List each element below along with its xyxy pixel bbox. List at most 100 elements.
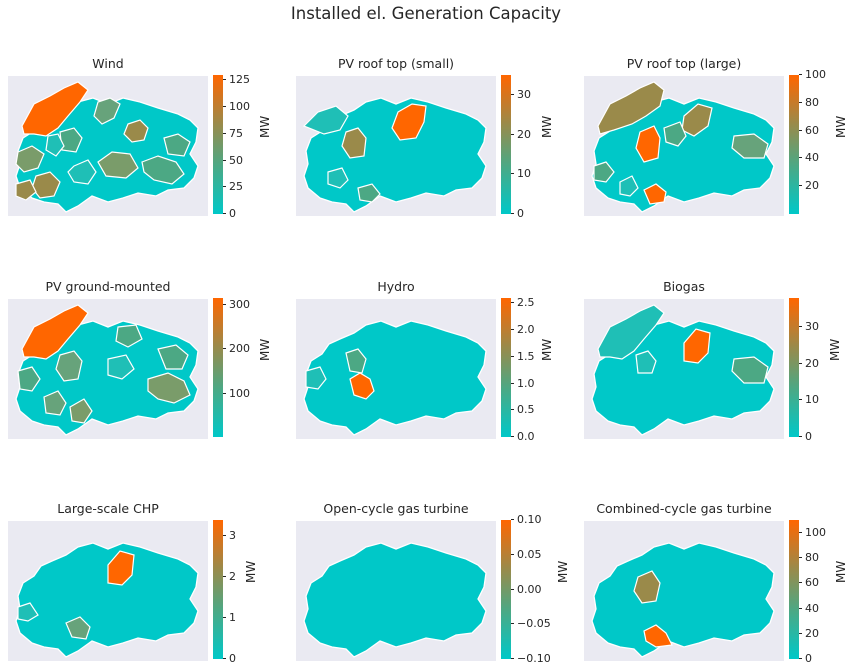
colorbar-unit-label: MW — [540, 338, 554, 361]
colorbar-unit-label: MW — [834, 560, 848, 583]
map-axes — [8, 299, 208, 439]
map-axes — [584, 521, 784, 661]
colorbar — [501, 520, 511, 659]
figure-title: Installed el. Generation Capacity — [290, 4, 562, 23]
colorbar-tick-label: 2 — [229, 570, 236, 584]
colorbar-ticks: 0 1 2 3 — [223, 520, 273, 665]
colorbar-ticks: 0.0 0.5 1.0 1.5 2.0 2.5 — [511, 296, 561, 443]
colorbar-tick-label: 10 — [805, 393, 819, 407]
panel-title: Combined-cycle gas turbine — [596, 501, 772, 516]
colorbar-tick-label: 0 — [229, 652, 236, 665]
colorbar-unit-label: MW — [258, 115, 272, 138]
panel-pv-roof-top-large: PV roof top (large) 20 40 60 80 100 MW — [576, 56, 852, 226]
colorbar-tick-label: 30 — [805, 320, 819, 334]
panel-pv-ground-mounted: PV ground-mounted 100 200 300 MW — [0, 279, 280, 449]
colorbar-tick-label: 30 — [517, 87, 531, 101]
colorbar — [213, 520, 223, 659]
panel-large-scale-chp: Large-scale CHP 0 1 2 3 MW — [0, 501, 280, 671]
colorbar-tick-label: 300 — [229, 297, 250, 311]
panel-title: Biogas — [663, 279, 705, 294]
colorbar-tick-label: 20 — [805, 626, 819, 640]
colorbar-tick-label: 20 — [805, 179, 819, 193]
colorbar-ticks: 0 10 20 30 — [799, 298, 849, 443]
colorbar-tick-label: 100 — [805, 525, 826, 539]
colorbar — [501, 298, 511, 437]
map-axes — [8, 76, 208, 216]
colorbar-tick-label: 0 — [805, 430, 812, 443]
colorbar — [789, 75, 799, 214]
colorbar-tick-label: 60 — [805, 576, 819, 590]
colorbar-tick-label: 0.5 — [517, 403, 535, 417]
colorbar-tick-label: 3 — [229, 529, 236, 543]
panel-combined-cycle-gas-turbine: Combined-cycle gas turbine 0 20 40 60 80… — [576, 501, 852, 671]
colorbar-tick-label: −0.10 — [517, 652, 551, 665]
colorbar-tick-label: 80 — [805, 95, 819, 109]
region-map — [591, 304, 775, 436]
colorbar-tick-label: 125 — [229, 73, 250, 87]
colorbar-tick-label: 75 — [229, 126, 243, 140]
colorbar-tick-label: 0.0 — [517, 430, 535, 443]
region-map — [303, 320, 487, 436]
colorbar-unit-label: MW — [258, 338, 272, 361]
panel-title: Hydro — [377, 279, 415, 294]
colorbar-unit-label: MW — [244, 560, 258, 583]
colorbar — [501, 75, 511, 214]
region-map — [303, 542, 487, 658]
colorbar-ticks: 100 200 300 — [223, 298, 273, 437]
colorbar-ticks: 0 20 40 60 80 100 — [799, 520, 849, 665]
map-axes — [296, 76, 496, 216]
panel-title: Large-scale CHP — [57, 501, 159, 516]
panel-title: Wind — [92, 56, 124, 71]
colorbar-ticks: 0 25 50 75 100 125 — [223, 73, 273, 220]
colorbar-unit-label: MW — [540, 115, 554, 138]
colorbar-tick-label: −0.05 — [517, 617, 551, 631]
region-map — [302, 97, 487, 213]
colorbar-ticks: 0 10 20 30 — [511, 75, 561, 220]
colorbar-unit-label: MW — [828, 338, 842, 361]
colorbar-tick-label: 40 — [805, 601, 819, 615]
colorbar-tick-label: 40 — [805, 151, 819, 165]
colorbar-tick-label: 50 — [229, 153, 243, 167]
region-map — [591, 542, 775, 658]
map-axes — [8, 521, 208, 661]
panel-title: Open-cycle gas turbine — [323, 501, 469, 516]
panel-wind: Wind 0 25 50 75 100 125 MW — [0, 56, 280, 226]
colorbar — [789, 520, 799, 659]
colorbar-tick-label: 0.00 — [517, 582, 542, 596]
colorbar-unit-label: MW — [834, 115, 848, 138]
colorbar-tick-label: 25 — [229, 180, 243, 194]
colorbar-tick-label: 20 — [805, 356, 819, 370]
map-axes — [584, 299, 784, 439]
colorbar-tick-label: 1.5 — [517, 349, 535, 363]
colorbar-tick-label: 60 — [805, 123, 819, 137]
colorbar-tick-label: 200 — [229, 342, 250, 356]
colorbar-tick-label: 100 — [805, 68, 826, 81]
map-axes — [296, 299, 496, 439]
region-map — [15, 542, 199, 658]
colorbar-tick-label: 0 — [805, 652, 812, 665]
colorbar — [213, 298, 223, 437]
region-map — [15, 304, 199, 436]
colorbar-ticks: 20 40 60 80 100 — [799, 68, 849, 214]
colorbar-tick-label: 20 — [517, 127, 531, 141]
colorbar-tick-label: 0.05 — [517, 547, 542, 561]
panel-title: PV roof top (large) — [626, 56, 742, 71]
panel-title: PV ground-mounted — [45, 279, 171, 294]
colorbar-tick-label: 100 — [229, 387, 250, 401]
colorbar-unit-label: MW — [556, 560, 570, 583]
panel-pv-roof-top-small: PV roof top (small) 0 10 20 30 MW — [288, 56, 568, 226]
region-map — [15, 81, 199, 213]
panel-title: PV roof top (small) — [337, 56, 455, 71]
colorbar-tick-label: 10 — [517, 167, 531, 181]
colorbar-ticks: −0.10 −0.05 0.00 0.05 0.10 — [511, 513, 561, 665]
region-map — [591, 81, 775, 213]
colorbar-tick-label: 1 — [229, 611, 236, 625]
panel-biogas: Biogas 0 10 20 30 MW — [576, 279, 852, 449]
colorbar — [213, 75, 223, 214]
colorbar-tick-label: 0 — [517, 207, 524, 220]
colorbar-tick-label: 100 — [229, 100, 250, 114]
colorbar — [789, 298, 799, 437]
colorbar-tick-label: 0.10 — [517, 513, 542, 526]
colorbar-tick-label: 1.0 — [517, 376, 535, 390]
colorbar-tick-label: 2.5 — [517, 296, 535, 310]
